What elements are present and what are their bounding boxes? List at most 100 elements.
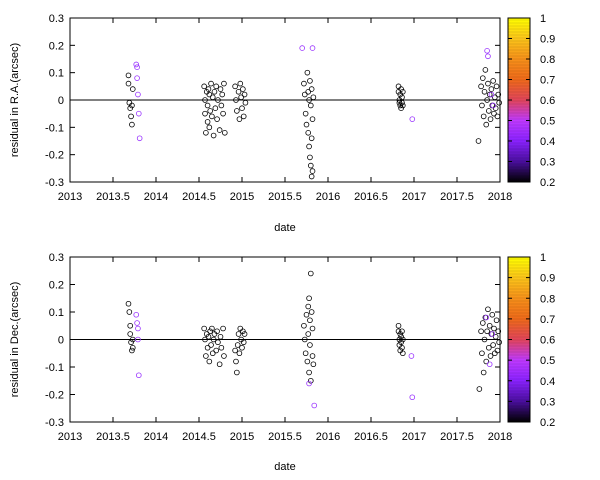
data-point <box>485 306 491 313</box>
data-point <box>234 369 240 376</box>
data-point <box>492 94 498 101</box>
data-point <box>479 102 485 109</box>
colorbar-tick-label: 0.9 <box>540 273 555 285</box>
data-point <box>495 328 502 335</box>
data-point <box>308 173 315 180</box>
data-point <box>479 75 486 81</box>
data-point <box>125 80 132 87</box>
x-tick-label: 2013.5 <box>96 431 130 443</box>
y-tick-label: -0.1 <box>45 362 64 374</box>
colorbar-tick-label: 0.2 <box>540 177 555 189</box>
data-point <box>125 300 132 307</box>
x-tick-label: 2014.5 <box>182 431 216 443</box>
data-point <box>236 350 243 357</box>
y-tick-label: 0 <box>58 95 64 107</box>
data-point <box>204 344 211 351</box>
data-point <box>133 311 140 318</box>
data-point <box>301 80 307 87</box>
colorbar-tick-label: 0.8 <box>540 54 555 66</box>
series-1 <box>125 67 502 180</box>
data-point <box>210 336 217 343</box>
data-point <box>486 361 493 368</box>
data-point <box>306 295 312 302</box>
data-point <box>398 339 404 346</box>
data-point <box>215 97 221 103</box>
data-point <box>305 331 312 337</box>
data-point <box>478 83 484 90</box>
colorbar-tick-label: 0.7 <box>540 314 555 326</box>
y-tick-label: 0.1 <box>49 68 64 80</box>
x-tick-label: 2018 <box>488 191 512 203</box>
data-point <box>311 402 318 409</box>
data-point <box>215 339 221 346</box>
data-point <box>309 325 316 332</box>
data-point <box>487 116 494 122</box>
data-point <box>409 116 416 122</box>
data-point <box>476 386 483 392</box>
x-tick-label: 2015.5 <box>268 191 302 203</box>
data-point <box>398 105 404 111</box>
data-point <box>206 124 213 131</box>
data-point <box>219 91 226 98</box>
data-point <box>234 342 241 348</box>
data-point <box>204 102 211 109</box>
data-point <box>214 116 220 122</box>
colorbar-tick-label: 0.9 <box>540 34 555 46</box>
y-axis-label: residual in Dec.(arcsec) <box>9 282 21 398</box>
colorbar-tick-label: 0.4 <box>540 376 555 388</box>
data-point <box>240 113 247 120</box>
data-point <box>486 322 493 329</box>
data-point <box>129 102 135 109</box>
data-point <box>129 344 136 351</box>
x-tick-label: 2017.5 <box>440 431 474 443</box>
data-point <box>211 89 218 95</box>
data-point <box>308 135 315 142</box>
y-tick-label: -0.2 <box>45 150 64 162</box>
data-point <box>396 99 403 106</box>
data-point <box>218 344 225 351</box>
colorbar-tick-label: 0.5 <box>540 355 555 367</box>
data-point <box>133 61 140 68</box>
data-point <box>307 377 314 384</box>
y-tick-label: -0.3 <box>45 177 64 189</box>
colorbar: 0.2 0.3 0.4 0.5 0.6 0.7 0.8 0.9 1 <box>507 13 555 189</box>
data-point <box>134 64 140 70</box>
data-point <box>409 394 416 401</box>
data-point <box>302 350 309 357</box>
data-point <box>397 331 404 337</box>
data-point <box>475 138 482 144</box>
x-tick-label: 2015 <box>230 191 254 203</box>
data-point <box>129 121 135 128</box>
data-point <box>240 339 247 346</box>
data-point <box>222 130 228 136</box>
data-point <box>208 342 214 348</box>
data-point <box>242 99 249 106</box>
colorbar-tick-label: 0.7 <box>540 75 555 87</box>
data-point <box>238 94 244 101</box>
x-tick-label: 2016.5 <box>354 191 388 203</box>
data-point <box>484 97 490 103</box>
x-tick-label: 2017 <box>402 191 426 203</box>
data-point <box>395 328 402 335</box>
data-point <box>496 339 502 346</box>
data-point <box>206 358 213 365</box>
data-point <box>134 75 140 81</box>
data-point <box>201 83 207 90</box>
data-point <box>400 350 406 357</box>
data-point <box>214 328 220 335</box>
data-point <box>129 347 135 354</box>
data-point <box>209 350 216 357</box>
data-point <box>484 47 490 54</box>
data-point <box>491 325 497 332</box>
data-point <box>125 72 132 79</box>
data-point <box>221 80 227 87</box>
data-point <box>135 336 141 343</box>
data-point <box>241 91 248 98</box>
x-tick-label: 2014 <box>144 431 168 443</box>
data-point <box>207 328 213 335</box>
y-tick-label: 0.2 <box>49 280 64 292</box>
data-point <box>135 91 141 98</box>
data-point <box>400 336 406 343</box>
data-point <box>301 91 308 98</box>
data-point <box>494 113 501 120</box>
